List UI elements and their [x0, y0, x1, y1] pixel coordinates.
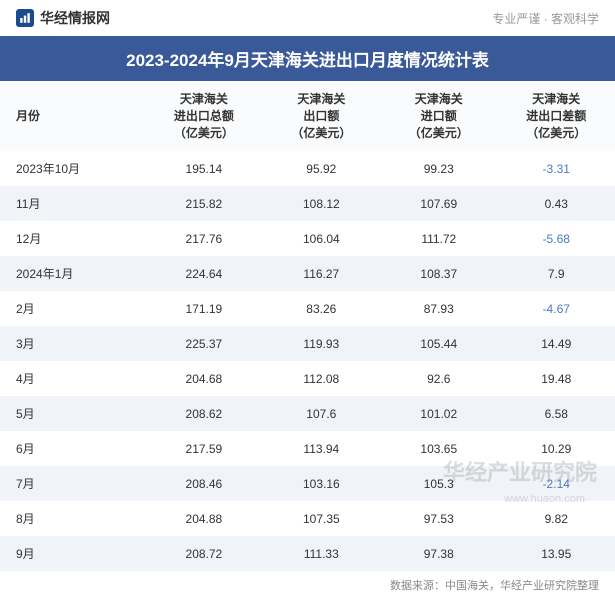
col-header-0: 月份 — [0, 81, 145, 151]
table-row: 8月204.88107.3597.539.82 — [0, 501, 615, 536]
table-row: 3月225.37119.93105.4414.49 — [0, 326, 615, 361]
logo-icon — [16, 9, 34, 27]
cell-3-2: 116.27 — [263, 256, 380, 291]
cell-4-4: -4.67 — [498, 291, 615, 326]
cell-8-4: 10.29 — [498, 431, 615, 466]
cell-10-1: 204.88 — [145, 501, 262, 536]
cell-3-4: 7.9 — [498, 256, 615, 291]
cell-11-3: 97.38 — [380, 536, 497, 571]
table-body: 2023年10月195.1495.9299.23-3.3111月215.8210… — [0, 151, 615, 571]
cell-7-4: 6.58 — [498, 396, 615, 431]
cell-11-1: 208.72 — [145, 536, 262, 571]
cell-8-2: 113.94 — [263, 431, 380, 466]
cell-0-2: 95.92 — [263, 151, 380, 186]
table-row: 11月215.82108.12107.690.43 — [0, 186, 615, 221]
cell-2-2: 106.04 — [263, 221, 380, 256]
cell-9-1: 208.46 — [145, 466, 262, 501]
cell-6-3: 92.6 — [380, 361, 497, 396]
table-row: 6月217.59113.94103.6510.29 — [0, 431, 615, 466]
table-row: 7月208.46103.16105.3-2.14 — [0, 466, 615, 501]
cell-7-3: 101.02 — [380, 396, 497, 431]
cell-8-0: 6月 — [0, 431, 145, 466]
cell-3-3: 108.37 — [380, 256, 497, 291]
cell-6-1: 204.68 — [145, 361, 262, 396]
cell-8-1: 217.59 — [145, 431, 262, 466]
cell-0-4: -3.31 — [498, 151, 615, 186]
cell-10-4: 9.82 — [498, 501, 615, 536]
cell-4-2: 83.26 — [263, 291, 380, 326]
cell-2-0: 12月 — [0, 221, 145, 256]
cell-2-4: -5.68 — [498, 221, 615, 256]
col-header-4: 天津海关进出口差额（亿美元） — [498, 81, 615, 151]
cell-7-1: 208.62 — [145, 396, 262, 431]
table-row: 12月217.76106.04111.72-5.68 — [0, 221, 615, 256]
col-header-3: 天津海关进口额（亿美元） — [380, 81, 497, 151]
cell-10-0: 8月 — [0, 501, 145, 536]
table-head: 月份天津海关进出口总额（亿美元）天津海关出口额（亿美元）天津海关进口额（亿美元）… — [0, 81, 615, 151]
cell-1-0: 11月 — [0, 186, 145, 221]
cell-8-3: 103.65 — [380, 431, 497, 466]
cell-0-1: 195.14 — [145, 151, 262, 186]
cell-9-0: 7月 — [0, 466, 145, 501]
table-row: 2023年10月195.1495.9299.23-3.31 — [0, 151, 615, 186]
cell-5-3: 105.44 — [380, 326, 497, 361]
tagline: 专业严谨 · 客观科学 — [492, 10, 599, 27]
cell-0-0: 2023年10月 — [0, 151, 145, 186]
table-row: 4月204.68112.0892.619.48 — [0, 361, 615, 396]
data-table: 月份天津海关进出口总额（亿美元）天津海关出口额（亿美元）天津海关进口额（亿美元）… — [0, 81, 615, 571]
table-row: 2月171.1983.2687.93-4.67 — [0, 291, 615, 326]
cell-11-4: 13.95 — [498, 536, 615, 571]
table-row: 2024年1月224.64116.27108.377.9 — [0, 256, 615, 291]
col-header-1: 天津海关进出口总额（亿美元） — [145, 81, 262, 151]
cell-3-0: 2024年1月 — [0, 256, 145, 291]
cell-0-3: 99.23 — [380, 151, 497, 186]
cell-1-3: 107.69 — [380, 186, 497, 221]
header: 华经情报网 专业严谨 · 客观科学 — [0, 0, 615, 36]
cell-6-4: 19.48 — [498, 361, 615, 396]
cell-1-2: 108.12 — [263, 186, 380, 221]
cell-3-1: 224.64 — [145, 256, 262, 291]
cell-11-0: 9月 — [0, 536, 145, 571]
cell-1-4: 0.43 — [498, 186, 615, 221]
table-wrap: 月份天津海关进出口总额（亿美元）天津海关出口额（亿美元）天津海关进口额（亿美元）… — [0, 81, 615, 571]
title-bar: 2023-2024年9月天津海关进出口月度情况统计表 — [0, 36, 615, 81]
col-header-2: 天津海关出口额（亿美元） — [263, 81, 380, 151]
cell-4-3: 87.93 — [380, 291, 497, 326]
footer-source: 数据来源：中国海关，华经产业研究院整理 — [0, 571, 615, 599]
cell-5-2: 119.93 — [263, 326, 380, 361]
cell-11-2: 111.33 — [263, 536, 380, 571]
cell-1-1: 215.82 — [145, 186, 262, 221]
cell-9-3: 105.3 — [380, 466, 497, 501]
cell-4-0: 2月 — [0, 291, 145, 326]
logo-area: 华经情报网 — [16, 8, 110, 28]
cell-9-4: -2.14 — [498, 466, 615, 501]
cell-10-2: 107.35 — [263, 501, 380, 536]
cell-7-2: 107.6 — [263, 396, 380, 431]
table-row: 5月208.62107.6101.026.58 — [0, 396, 615, 431]
cell-10-3: 97.53 — [380, 501, 497, 536]
cell-7-0: 5月 — [0, 396, 145, 431]
cell-6-0: 4月 — [0, 361, 145, 396]
cell-5-4: 14.49 — [498, 326, 615, 361]
cell-2-1: 217.76 — [145, 221, 262, 256]
cell-9-2: 103.16 — [263, 466, 380, 501]
logo-text: 华经情报网 — [40, 8, 110, 28]
cell-5-0: 3月 — [0, 326, 145, 361]
cell-2-3: 111.72 — [380, 221, 497, 256]
cell-5-1: 225.37 — [145, 326, 262, 361]
table-row: 9月208.72111.3397.3813.95 — [0, 536, 615, 571]
cell-6-2: 112.08 — [263, 361, 380, 396]
cell-4-1: 171.19 — [145, 291, 262, 326]
